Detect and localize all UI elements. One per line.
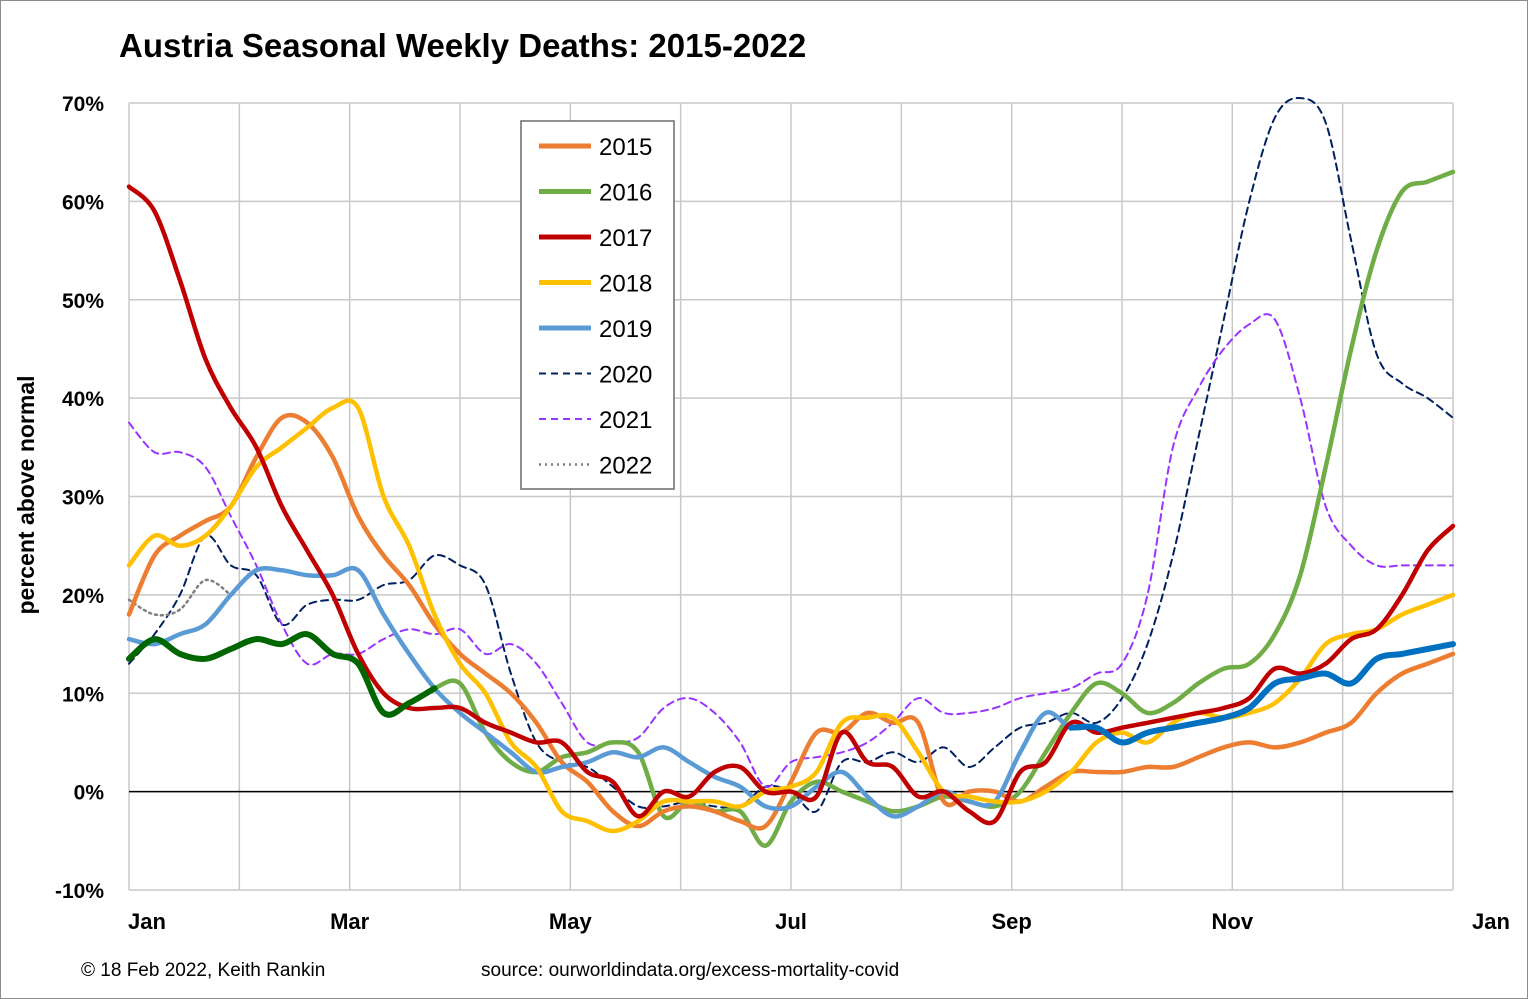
chart-title: Austria Seasonal Weekly Deaths: 2015-202…	[119, 27, 806, 64]
x-tick-label: Sep	[991, 909, 1031, 934]
y-tick-label: 30%	[62, 487, 104, 510]
y-tick-label: 10%	[62, 683, 104, 706]
series-line-2021	[128, 313, 1454, 788]
grid-lines	[128, 102, 1454, 891]
copyright-text: © 18 Feb 2022, Keith Rankin	[81, 960, 325, 981]
series-line-2017	[126, 184, 1456, 826]
x-tick-label: Nov	[1212, 909, 1254, 934]
y-tick-label: 60%	[62, 191, 104, 214]
source-text: source: ourworldindata.org/excess-mortal…	[481, 960, 899, 981]
x-tick-label: Mar	[330, 909, 370, 934]
legend-box	[520, 120, 675, 490]
series-line-2020	[128, 97, 1454, 814]
legend-label-2015: 2015	[599, 134, 652, 161]
legend-label-2020: 2020	[599, 362, 652, 389]
legend-label-2019: 2019	[599, 316, 652, 343]
legend-label-2017: 2017	[599, 225, 652, 252]
x-tick-label: May	[549, 909, 593, 934]
series-line-2015	[126, 412, 1456, 831]
highlight-layer	[126, 631, 1456, 746]
legend: 2015 2016 2017 2018 2019 2020 2021 2022	[520, 120, 675, 490]
legend-label-2022: 2022	[599, 453, 652, 480]
highlight-segment-2016	[126, 631, 438, 718]
y-tick-label: 40%	[62, 388, 104, 411]
x-tick-label: Jul	[775, 909, 807, 934]
y-tick-label: 70%	[62, 93, 104, 116]
legend-label-2018: 2018	[599, 271, 652, 298]
x-tick-label: Jan	[1472, 909, 1510, 934]
legend-label-2021: 2021	[599, 407, 652, 434]
y-axis-label: percent above normal	[13, 375, 39, 614]
y-tick-label: 20%	[62, 585, 104, 608]
y-tick-label: 50%	[62, 290, 104, 313]
x-tick-labels: Jan Mar May Jul Sep Nov Jan	[128, 909, 1510, 934]
highlight-segment-2019	[1068, 641, 1456, 746]
y-tick-labels: -10% 0% 10% 20% 30% 40% 50% 60% 70%	[55, 93, 104, 903]
x-tick-label: Jan	[128, 909, 166, 934]
series-line-2022	[127, 578, 233, 617]
legend-label-2016: 2016	[599, 180, 652, 207]
y-tick-label: -10%	[55, 880, 104, 903]
y-tick-label: 0%	[74, 782, 105, 805]
